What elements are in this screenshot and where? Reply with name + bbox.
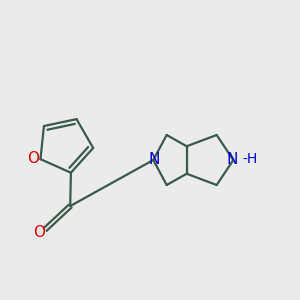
Text: N: N — [148, 152, 160, 167]
Text: O: O — [27, 151, 39, 166]
Text: -H: -H — [242, 152, 257, 166]
Text: O: O — [33, 224, 45, 239]
Text: N: N — [227, 152, 238, 167]
